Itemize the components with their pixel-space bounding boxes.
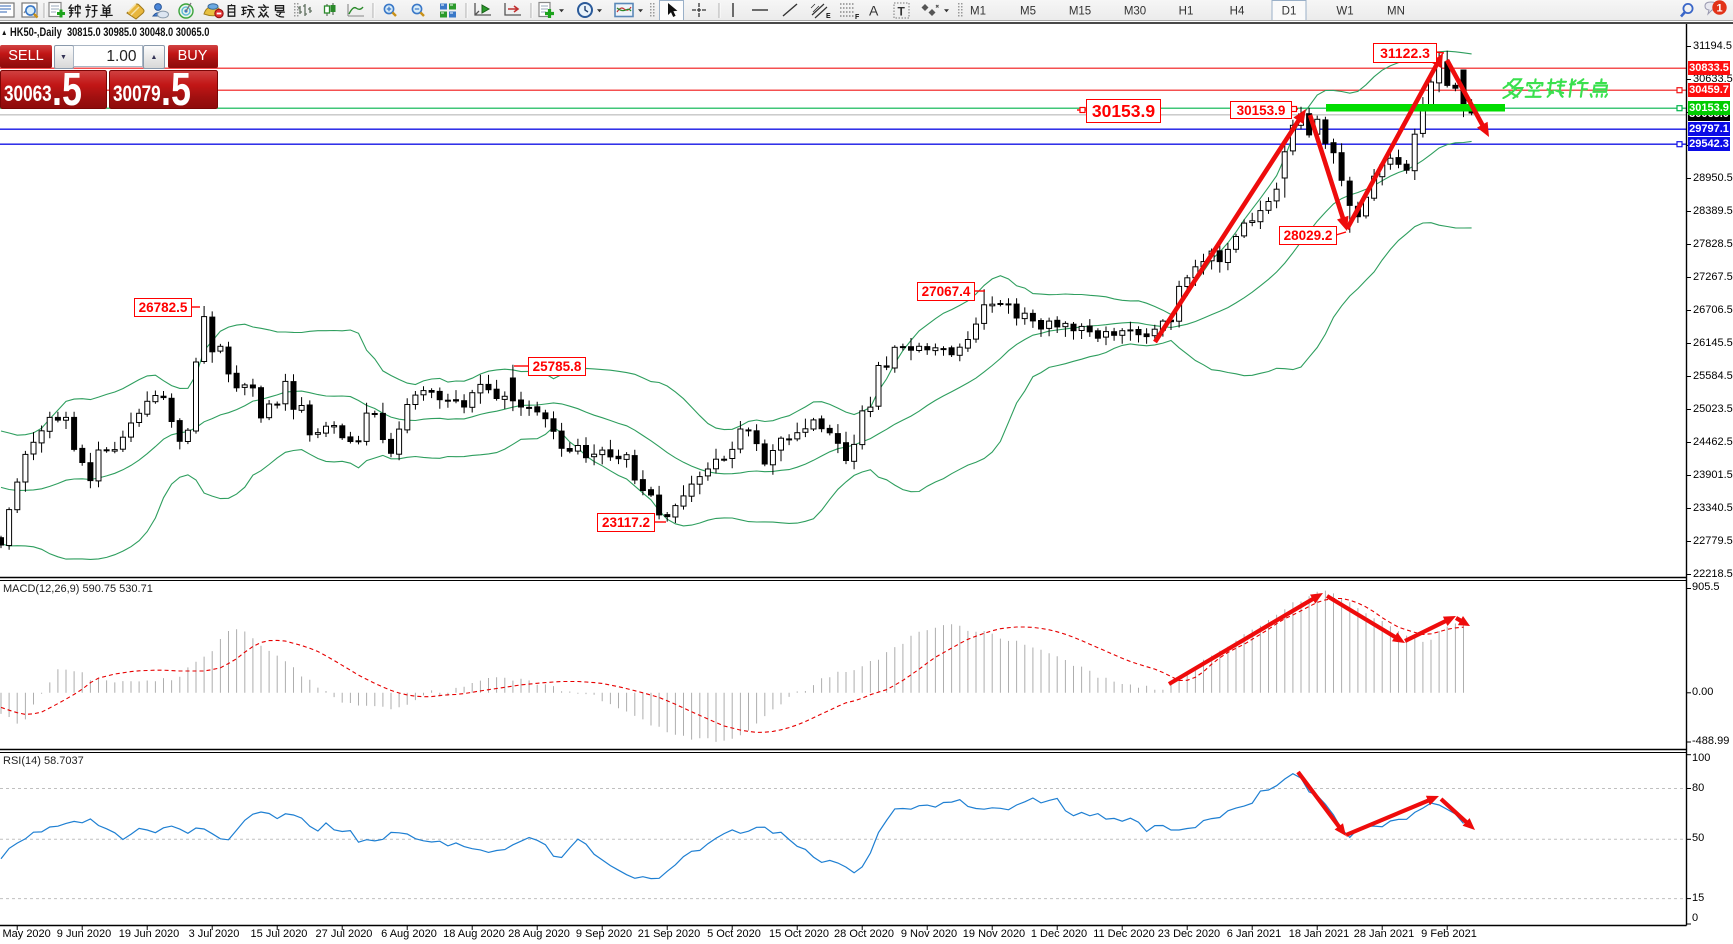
svg-text:1: 1 [1716,3,1722,15]
svg-text:M1: M1 [970,6,986,18]
svg-text:A: A [869,3,879,19]
svg-text:W1: W1 [1336,6,1353,18]
svg-text:H4: H4 [1230,6,1245,18]
svg-text:MN: MN [1387,6,1405,18]
svg-text:M15: M15 [1069,6,1091,18]
svg-text:M30: M30 [1124,6,1146,18]
svg-text:E: E [826,13,831,20]
svg-text:D1: D1 [1282,6,1297,18]
svg-text:F: F [855,14,860,21]
svg-text:T: T [898,5,906,19]
svg-text:M5: M5 [1020,6,1036,18]
svg-text:H1: H1 [1179,6,1194,18]
